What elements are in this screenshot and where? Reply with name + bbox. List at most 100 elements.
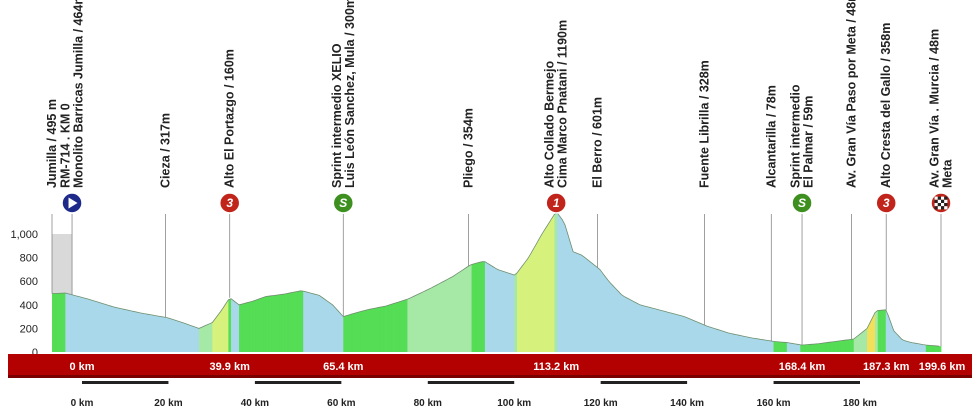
profile-segment bbox=[733, 334, 737, 352]
profile-segment bbox=[591, 263, 595, 352]
checker-square bbox=[934, 199, 938, 203]
waypoint-label: El Palmar / 59m bbox=[802, 96, 816, 188]
profile-segment bbox=[188, 324, 192, 352]
profile-segment bbox=[786, 342, 790, 352]
profile-segment bbox=[567, 234, 571, 352]
profile-segment bbox=[503, 271, 507, 352]
profile-segment bbox=[482, 261, 486, 352]
profile-segment bbox=[843, 340, 847, 352]
profile-segment bbox=[319, 295, 323, 352]
profile-segment bbox=[663, 311, 668, 352]
profile-segment bbox=[893, 330, 897, 352]
y-axis: 0 200 400 600 800 1,000 bbox=[10, 229, 38, 359]
profile-segment bbox=[931, 345, 935, 352]
profile-segment bbox=[853, 336, 857, 352]
profile-segment bbox=[370, 308, 374, 352]
profile-segment bbox=[778, 341, 782, 352]
profile-segment bbox=[209, 322, 213, 352]
profile-segment bbox=[364, 309, 368, 352]
profile-segment bbox=[231, 298, 235, 352]
band-distance-label: 168.4 km bbox=[779, 361, 826, 373]
waypoint-label: Pliego / 354m bbox=[461, 108, 475, 188]
scale-tick-label: 160 km bbox=[757, 398, 791, 409]
distance-band-bar bbox=[8, 354, 972, 378]
waypoint-label: Alto El Portazgo / 160m bbox=[223, 49, 237, 188]
scale-tick-label: 140 km bbox=[670, 398, 704, 409]
profile-segment bbox=[148, 314, 152, 352]
profile-segment bbox=[685, 316, 689, 352]
checker-square bbox=[941, 203, 945, 207]
profile-segment bbox=[415, 294, 419, 352]
profile-segment bbox=[329, 302, 333, 352]
profile-segment bbox=[794, 343, 798, 352]
profile-segment bbox=[308, 292, 312, 352]
profile-segment bbox=[466, 265, 470, 352]
profile-segment bbox=[439, 282, 443, 352]
waypoint-badges: 3 S 1 S 3 bbox=[61, 192, 952, 214]
scale-tick-label: 180 km bbox=[843, 398, 877, 409]
profile-segment bbox=[511, 274, 515, 352]
profile-segment bbox=[102, 303, 106, 352]
profile-segment bbox=[353, 312, 358, 352]
profile-segment bbox=[86, 298, 90, 352]
profile-segment bbox=[610, 283, 614, 352]
profile-segment bbox=[586, 258, 590, 352]
elevation-profile bbox=[51, 212, 942, 352]
profile-segment bbox=[623, 296, 627, 352]
waypoint-label: Meta bbox=[941, 158, 955, 188]
profile-segment bbox=[70, 294, 74, 352]
profile-segment bbox=[426, 289, 430, 352]
waypoint-label: Alto Cresta del Gallo / 358m bbox=[879, 23, 893, 188]
profile-segment bbox=[161, 316, 165, 352]
scale-segment bbox=[254, 381, 342, 384]
profile-segment bbox=[645, 306, 649, 352]
profile-segment bbox=[65, 293, 69, 352]
checker-square bbox=[944, 206, 948, 210]
profile-segment bbox=[589, 260, 593, 352]
profile-segment bbox=[452, 274, 456, 352]
profile-segment bbox=[233, 300, 237, 352]
band-distance-label: 0 km bbox=[69, 361, 94, 373]
band-distance-label: 187.3 km bbox=[863, 361, 910, 373]
profile-segment bbox=[845, 339, 849, 352]
profile-segment bbox=[877, 310, 881, 352]
profile-segment bbox=[637, 303, 641, 352]
profile-segment bbox=[557, 212, 561, 352]
profile-segment bbox=[164, 317, 168, 352]
profile-segment bbox=[73, 295, 77, 352]
profile-segment bbox=[97, 301, 101, 352]
profile-segment bbox=[287, 292, 291, 352]
profile-segment bbox=[247, 301, 251, 352]
scale-tick-label: 40 km bbox=[241, 398, 269, 409]
profile-segment bbox=[701, 323, 705, 352]
profile-segment bbox=[94, 301, 98, 352]
profile-segment bbox=[741, 335, 745, 352]
profile-segment bbox=[655, 309, 660, 352]
profile-segment bbox=[182, 322, 187, 352]
profile-segment bbox=[605, 276, 609, 352]
profile-segment bbox=[420, 291, 424, 352]
profile-segment bbox=[479, 261, 483, 352]
profile-segment bbox=[201, 326, 205, 352]
profile-segment bbox=[174, 320, 179, 352]
checker-square bbox=[944, 196, 948, 200]
profile-segment bbox=[770, 340, 774, 352]
profile-segment bbox=[776, 341, 780, 352]
profile-segment bbox=[126, 309, 130, 352]
profile-segment bbox=[851, 339, 855, 352]
profile-segment bbox=[744, 336, 748, 352]
profile-segment bbox=[137, 312, 141, 352]
profile-segment bbox=[351, 313, 355, 352]
profile-segment bbox=[653, 308, 657, 352]
profile-segment bbox=[867, 323, 871, 352]
profile-segment bbox=[145, 313, 149, 352]
profile-segment bbox=[915, 343, 919, 352]
profile-segment bbox=[76, 295, 80, 352]
waypoint-labels: Jumilla / 495 m RM-714 . KM 0 Monolito Bar… bbox=[45, 0, 955, 188]
profile-segment bbox=[140, 312, 144, 352]
profile-segment bbox=[185, 323, 189, 352]
distance-band-shadow bbox=[8, 375, 972, 378]
profile-segment bbox=[490, 264, 494, 352]
profile-segment bbox=[824, 342, 828, 352]
profile-segment bbox=[583, 256, 587, 352]
